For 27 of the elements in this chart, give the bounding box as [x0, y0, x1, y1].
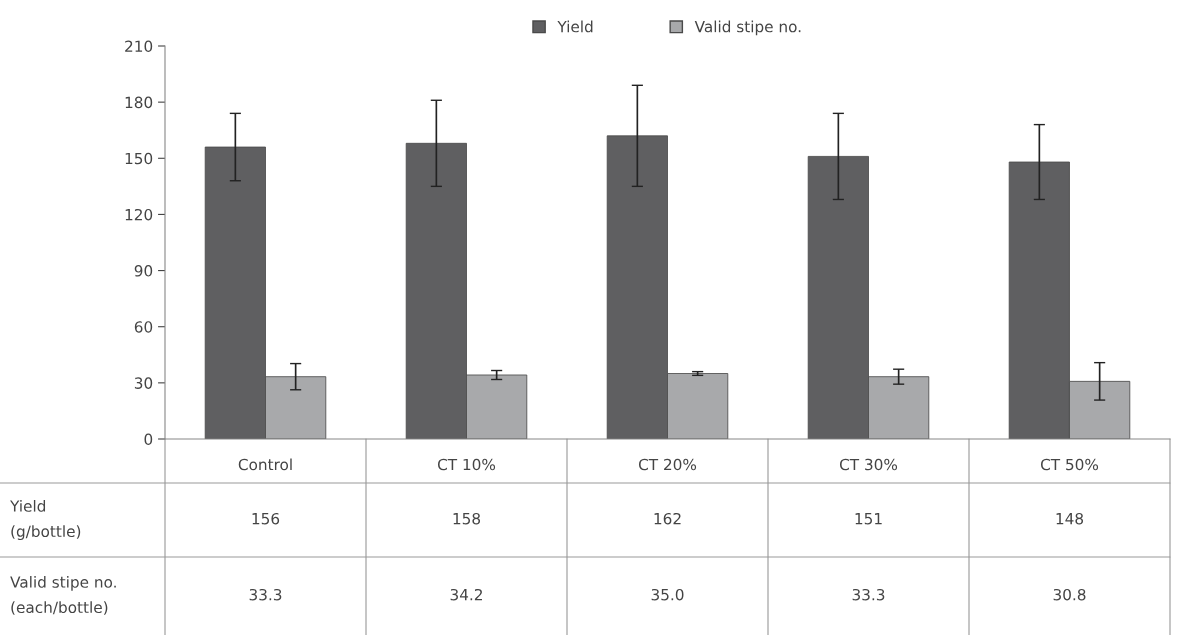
data-label: 35.0	[651, 588, 684, 601]
data-label: 158	[453, 512, 481, 525]
y-tick-label: 90	[134, 265, 153, 277]
y-tick-label: 30	[134, 377, 153, 389]
data-label: 151	[855, 513, 882, 525]
x-tick-label: CT 10%	[437, 458, 496, 471]
x-tick-label: Control	[238, 458, 292, 471]
y-tick-label: 150	[125, 152, 153, 165]
data-label: 30.8	[1053, 588, 1086, 601]
data-label: 162	[654, 512, 681, 525]
text: Valid stipe no. (each/bottle)	[10, 575, 116, 615]
x-tick-label: CT 30%	[839, 458, 898, 471]
text: Yield (g/bottle)	[10, 499, 81, 541]
y-tick-label: 120	[125, 208, 153, 221]
x-tick-label: CT 50%	[1040, 458, 1099, 471]
data-label: 148	[1056, 512, 1084, 525]
y-tick-label: 60	[134, 321, 153, 333]
legend-label: Valid stipe no.	[694, 20, 801, 36]
data-label: 33.3	[249, 588, 282, 601]
y-tick-label: 0	[144, 433, 153, 446]
data-label: 34.2	[450, 588, 482, 601]
data-label: 156	[252, 512, 280, 525]
data-label: 33.3	[852, 588, 885, 601]
x-tick-label: CT 20%	[638, 458, 697, 471]
legend-label: Yield	[557, 20, 593, 33]
y-tick-label: 210	[125, 40, 153, 53]
y-tick-label: 180	[125, 96, 153, 109]
